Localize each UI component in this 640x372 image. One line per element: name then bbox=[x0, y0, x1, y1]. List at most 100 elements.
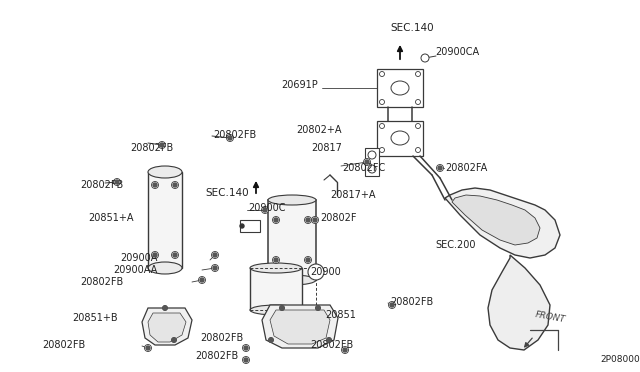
Circle shape bbox=[368, 165, 376, 173]
Text: 20802FC: 20802FC bbox=[342, 163, 385, 173]
Text: 20817+A: 20817+A bbox=[330, 190, 376, 200]
Text: SEC.140: SEC.140 bbox=[205, 188, 248, 198]
Circle shape bbox=[269, 337, 273, 343]
Circle shape bbox=[115, 180, 119, 184]
Text: 20802FB: 20802FB bbox=[213, 130, 256, 140]
Bar bbox=[268, 200, 316, 280]
Text: 20802FB: 20802FB bbox=[80, 180, 124, 190]
Circle shape bbox=[415, 71, 420, 77]
Bar bbox=[240, 220, 260, 232]
Circle shape bbox=[305, 257, 312, 263]
Circle shape bbox=[436, 164, 444, 171]
Circle shape bbox=[173, 183, 177, 187]
Circle shape bbox=[172, 182, 179, 189]
Circle shape bbox=[211, 264, 218, 272]
Text: 2P08000: 2P08000 bbox=[600, 356, 640, 365]
Circle shape bbox=[380, 99, 385, 105]
Text: 20817: 20817 bbox=[311, 143, 342, 153]
Bar bbox=[377, 121, 423, 156]
Circle shape bbox=[390, 303, 394, 307]
Circle shape bbox=[213, 266, 217, 270]
Text: SEC.140: SEC.140 bbox=[390, 23, 434, 33]
Polygon shape bbox=[262, 305, 338, 348]
Text: 20802FB: 20802FB bbox=[390, 297, 433, 307]
Polygon shape bbox=[142, 308, 192, 345]
Text: 20802FB: 20802FB bbox=[42, 340, 85, 350]
Ellipse shape bbox=[148, 166, 182, 178]
Circle shape bbox=[243, 344, 250, 352]
Circle shape bbox=[172, 337, 177, 343]
Ellipse shape bbox=[268, 195, 316, 205]
Text: 20802FB: 20802FB bbox=[195, 351, 238, 361]
Text: 20691P: 20691P bbox=[281, 80, 318, 90]
Circle shape bbox=[438, 166, 442, 170]
Circle shape bbox=[152, 251, 159, 259]
Circle shape bbox=[145, 344, 152, 352]
Text: FRONT: FRONT bbox=[534, 310, 566, 324]
Circle shape bbox=[263, 208, 267, 212]
Text: 20900AA: 20900AA bbox=[113, 265, 157, 275]
Text: 20802FB: 20802FB bbox=[80, 277, 124, 287]
Circle shape bbox=[160, 143, 164, 147]
Circle shape bbox=[388, 301, 396, 308]
Circle shape bbox=[415, 124, 420, 128]
Circle shape bbox=[305, 217, 312, 224]
Circle shape bbox=[146, 346, 150, 350]
Text: 20900A: 20900A bbox=[120, 253, 157, 263]
Text: 20851+A: 20851+A bbox=[88, 213, 134, 223]
Bar bbox=[148, 172, 182, 268]
Circle shape bbox=[213, 253, 217, 257]
Text: 20802+A: 20802+A bbox=[296, 125, 342, 135]
Bar bbox=[365, 148, 379, 176]
Circle shape bbox=[306, 258, 310, 262]
Circle shape bbox=[152, 182, 159, 189]
Ellipse shape bbox=[391, 81, 409, 95]
Circle shape bbox=[308, 264, 324, 280]
Circle shape bbox=[163, 305, 168, 311]
Ellipse shape bbox=[268, 275, 316, 285]
Circle shape bbox=[211, 251, 218, 259]
Circle shape bbox=[327, 338, 331, 342]
Circle shape bbox=[368, 151, 376, 159]
Polygon shape bbox=[452, 195, 540, 245]
Text: 20851+B: 20851+B bbox=[72, 313, 118, 323]
Text: 20802F: 20802F bbox=[320, 213, 356, 223]
Circle shape bbox=[244, 346, 248, 350]
Polygon shape bbox=[488, 255, 550, 350]
Circle shape bbox=[153, 183, 157, 187]
Text: 20802FB: 20802FB bbox=[310, 340, 353, 350]
Circle shape bbox=[274, 258, 278, 262]
Circle shape bbox=[280, 305, 285, 311]
Circle shape bbox=[159, 141, 166, 148]
Text: 20802FA: 20802FA bbox=[445, 163, 487, 173]
Ellipse shape bbox=[148, 262, 182, 274]
Text: 20900C: 20900C bbox=[248, 203, 285, 213]
Circle shape bbox=[415, 148, 420, 153]
Bar bbox=[377, 69, 423, 107]
Circle shape bbox=[163, 306, 167, 310]
Text: 20802FB: 20802FB bbox=[130, 143, 173, 153]
Circle shape bbox=[421, 54, 429, 62]
Circle shape bbox=[316, 305, 321, 311]
Circle shape bbox=[306, 218, 310, 222]
Circle shape bbox=[312, 217, 319, 224]
Circle shape bbox=[365, 160, 369, 164]
Circle shape bbox=[380, 71, 385, 77]
Text: 20851: 20851 bbox=[325, 310, 356, 320]
Bar bbox=[250, 268, 302, 310]
Circle shape bbox=[228, 136, 232, 140]
Circle shape bbox=[240, 224, 244, 228]
Circle shape bbox=[274, 218, 278, 222]
Circle shape bbox=[273, 257, 280, 263]
Ellipse shape bbox=[250, 263, 302, 273]
Text: 20900CA: 20900CA bbox=[435, 47, 479, 57]
Circle shape bbox=[280, 306, 284, 310]
Text: SEC.200: SEC.200 bbox=[435, 240, 476, 250]
Circle shape bbox=[172, 251, 179, 259]
Ellipse shape bbox=[250, 305, 302, 315]
Circle shape bbox=[172, 338, 176, 342]
Circle shape bbox=[342, 346, 349, 353]
Polygon shape bbox=[148, 313, 186, 342]
Circle shape bbox=[364, 158, 371, 166]
Circle shape bbox=[380, 124, 385, 128]
